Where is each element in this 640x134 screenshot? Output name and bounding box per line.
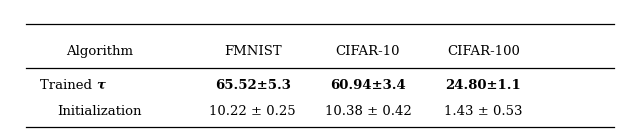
Text: 24.80±1.1: 24.80±1.1 — [445, 79, 521, 92]
Text: 65.52±5.3: 65.52±5.3 — [215, 79, 291, 92]
Text: 10.38 ± 0.42: 10.38 ± 0.42 — [324, 105, 412, 118]
Text: τ: τ — [96, 79, 105, 92]
Text: 60.94±3.4: 60.94±3.4 — [330, 79, 406, 92]
Text: Initialization: Initialization — [57, 105, 141, 118]
Text: FMNIST: FMNIST — [224, 45, 282, 58]
Text: 1.43 ± 0.53: 1.43 ± 0.53 — [444, 105, 522, 118]
Text: CIFAR-10: CIFAR-10 — [336, 45, 400, 58]
Text: Trained: Trained — [40, 79, 96, 92]
Text: Algorithm: Algorithm — [66, 45, 132, 58]
Text: 10.22 ± 0.25: 10.22 ± 0.25 — [209, 105, 296, 118]
Text: CIFAR-100: CIFAR-100 — [447, 45, 520, 58]
